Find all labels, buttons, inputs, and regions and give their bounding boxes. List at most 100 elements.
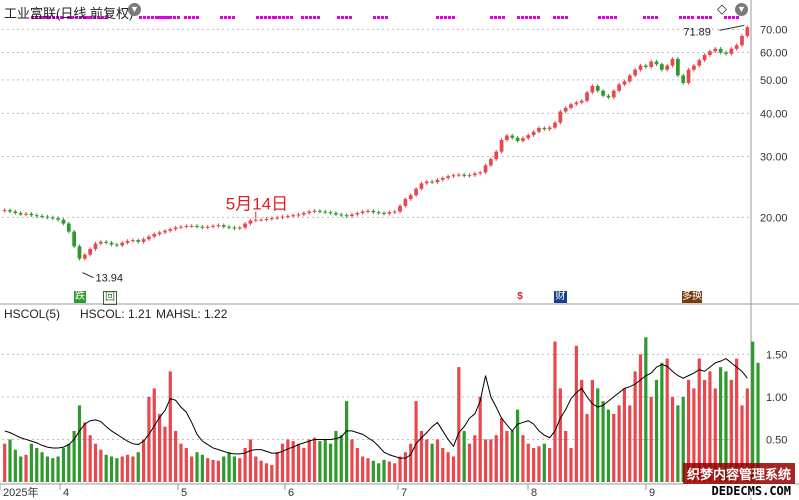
hscol-bar: [617, 405, 621, 482]
hscol-bar: [190, 456, 194, 482]
candle-body: [302, 212, 306, 215]
candle-body: [467, 175, 472, 177]
candle-body: [745, 27, 750, 36]
candle-body: [40, 215, 44, 217]
top-marker-dot: [272, 16, 275, 19]
hscol-bar: [505, 430, 509, 482]
badge-cai[interactable]: 财: [554, 291, 567, 303]
candle-body: [318, 210, 322, 212]
hscol-bar: [414, 401, 418, 482]
hscol-bar: [537, 446, 541, 482]
hscol-bar: [83, 422, 87, 482]
hscol-bar: [708, 371, 712, 482]
candle-body: [553, 122, 557, 128]
page-title: 工业富联(日线 前复权): [4, 6, 134, 21]
top-marker-dot: [691, 16, 694, 19]
candle-body: [489, 159, 493, 166]
candle-body: [478, 172, 483, 174]
hscol-bar: [371, 460, 375, 482]
hscol-bar: [125, 454, 130, 482]
candle-body: [8, 210, 12, 212]
hscol-bar: [654, 379, 659, 482]
dropdown-icon[interactable]: ▼: [128, 3, 141, 16]
candle-body: [18, 212, 23, 215]
top-marker-dot: [317, 16, 320, 19]
top-marker-dot: [377, 16, 380, 19]
candle-body: [291, 215, 296, 217]
hscol-bar: [275, 452, 279, 482]
candle-body: [237, 227, 242, 229]
hscol-bar: [158, 413, 162, 482]
hscol-bar: [649, 396, 653, 482]
candle-body: [109, 242, 114, 245]
hscol-bar: [558, 388, 562, 482]
top-marker-dot: [282, 16, 285, 19]
hscol-bar: [104, 454, 108, 482]
watermark-line1: 织梦内容管理系统: [682, 463, 795, 484]
hscol-bar: [553, 341, 557, 482]
candle-body: [243, 223, 247, 228]
top-marker-dot: [260, 16, 263, 19]
top-marker-dot: [93, 16, 96, 19]
dropdown-right-icon[interactable]: ▼: [735, 3, 748, 16]
candle-body: [505, 135, 509, 140]
top-marker-dot: [705, 16, 708, 19]
top-marker-dot: [448, 16, 451, 19]
hscol-bar: [441, 447, 445, 482]
hscol-bar: [462, 430, 466, 482]
top-marker-dot: [83, 16, 86, 19]
candle-body: [387, 212, 392, 214]
candle-body: [168, 229, 173, 231]
badge-dollar[interactable]: $: [517, 291, 523, 302]
candle-body: [13, 211, 18, 213]
candle-body: [93, 243, 98, 250]
top-marker-dot: [44, 16, 47, 19]
candle-body: [296, 214, 301, 216]
hscol-bar: [494, 435, 498, 482]
hscol-bar: [387, 461, 391, 482]
badge-die[interactable]: 跌: [74, 291, 86, 303]
hscol-bar: [633, 371, 637, 482]
hscol-bar: [93, 443, 98, 482]
top-marker-dot: [196, 16, 199, 19]
candle-body: [718, 48, 723, 53]
candle-body: [654, 61, 659, 65]
top-marker-dot: [614, 16, 617, 19]
top-marker-dot: [163, 16, 166, 19]
candle-body: [521, 138, 525, 141]
hscol-bar: [35, 447, 39, 482]
hscol-bar: [51, 458, 55, 482]
hscol-bar: [697, 358, 701, 482]
top-marker-dot: [309, 16, 312, 19]
top-marker-dot: [697, 16, 700, 19]
expand-diamond-icon[interactable]: ◇: [717, 1, 727, 16]
hscol-bar: [179, 443, 183, 482]
top-marker-dot: [192, 16, 195, 19]
hscol-bar: [355, 447, 359, 482]
hscol-bar: [61, 447, 66, 482]
badge-hui[interactable]: 回: [103, 291, 117, 305]
candle-body: [205, 226, 210, 228]
candle-body: [494, 151, 499, 160]
hscol-bar: [751, 341, 755, 482]
top-marker-dot: [313, 16, 316, 19]
candle-body: [686, 69, 691, 83]
top-marker-dot: [444, 16, 447, 19]
badge-duohuan[interactable]: 多换: [682, 291, 702, 303]
hscol-bar: [585, 413, 589, 482]
hscol-bar: [628, 405, 632, 482]
top-marker-dot: [256, 16, 259, 19]
top-marker-dot: [264, 16, 267, 19]
candle-body: [414, 188, 418, 196]
top-marker-dot: [228, 16, 231, 19]
top-marker-dot: [557, 16, 560, 19]
top-marker-dot: [643, 16, 646, 19]
hscol-bar: [670, 396, 675, 482]
candle-body: [563, 107, 568, 112]
hscol-bar: [622, 388, 627, 482]
hscol-bar: [638, 354, 643, 482]
x-tick-label: 5: [181, 487, 187, 499]
hscol-bar: [590, 379, 594, 482]
candle-body: [45, 216, 50, 218]
hscol-bar: [291, 441, 295, 482]
